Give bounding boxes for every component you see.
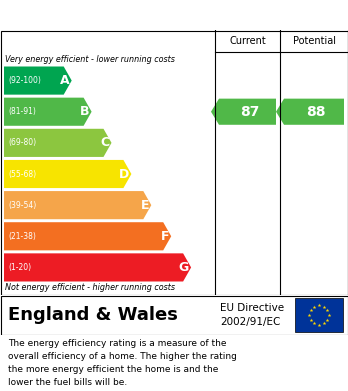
Text: 88: 88 [306, 105, 326, 119]
Text: F: F [161, 230, 169, 243]
Polygon shape [4, 222, 171, 250]
Polygon shape [276, 99, 344, 125]
Text: A: A [60, 74, 70, 87]
Text: (1-20): (1-20) [8, 263, 31, 272]
Polygon shape [4, 253, 191, 282]
Text: 87: 87 [240, 105, 259, 119]
Text: (69-80): (69-80) [8, 138, 36, 147]
Text: (55-68): (55-68) [8, 170, 36, 179]
Polygon shape [4, 129, 111, 157]
Text: Potential: Potential [293, 36, 335, 46]
Text: (92-100): (92-100) [8, 76, 41, 85]
Polygon shape [4, 98, 92, 126]
Text: Current: Current [229, 36, 266, 46]
Text: E: E [141, 199, 149, 212]
Text: The energy efficiency rating is a measure of the
overall efficiency of a home. T: The energy efficiency rating is a measur… [8, 339, 237, 387]
Text: C: C [100, 136, 110, 149]
Text: Not energy efficient - higher running costs: Not energy efficient - higher running co… [5, 283, 175, 292]
Bar [295, 298, 343, 332]
Text: B: B [80, 105, 89, 118]
Text: G: G [179, 261, 189, 274]
Text: Energy Efficiency Rating: Energy Efficiency Rating [8, 7, 218, 23]
Text: Very energy efficient - lower running costs: Very energy efficient - lower running co… [5, 55, 175, 64]
Text: EU Directive
2002/91/EC: EU Directive 2002/91/EC [220, 303, 284, 326]
Polygon shape [4, 191, 151, 219]
Polygon shape [4, 160, 132, 188]
Text: England & Wales: England & Wales [8, 306, 178, 324]
Text: (21-38): (21-38) [8, 232, 36, 241]
Text: D: D [119, 167, 129, 181]
Text: (81-91): (81-91) [8, 107, 36, 116]
Text: (39-54): (39-54) [8, 201, 36, 210]
Polygon shape [4, 66, 72, 95]
Polygon shape [211, 99, 276, 125]
